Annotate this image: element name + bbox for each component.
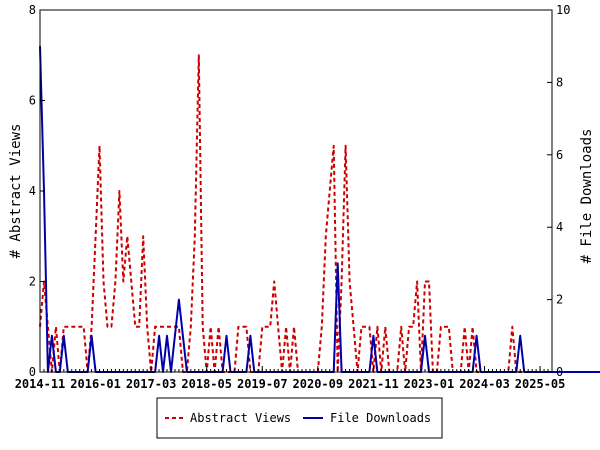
y-tick-label: 2 <box>29 275 36 289</box>
x-tick-label: 2024-03 <box>459 377 510 391</box>
y2-tick-label: 0 <box>556 365 563 379</box>
y2-tick-label: 2 <box>556 293 563 307</box>
legend-label-abstract-views: Abstract Views <box>190 411 291 425</box>
y-tick-label: 8 <box>29 3 36 17</box>
y-axis-label: # Abstract Views <box>8 124 24 259</box>
legend-label-file-downloads: File Downloads <box>330 411 431 425</box>
x-axis: 2014-11 2016-01 2017-03 2018-05 2019-07 2020-… <box>15 366 566 391</box>
x-tick-label: 2025-05 <box>515 377 566 391</box>
y2-tick-label: 10 <box>556 3 570 17</box>
x-tick-label: 2014-11 <box>15 377 66 391</box>
x-tick-label: 2016-01 <box>70 377 121 391</box>
x-tick-label: 2021-11 <box>348 377 399 391</box>
x-tick-label: 2023-01 <box>404 377 455 391</box>
legend: Abstract Views File Downloads <box>156 397 443 439</box>
y-tick-label: 4 <box>29 184 36 198</box>
x-tick-label: 2017-03 <box>126 377 177 391</box>
y2-axis-label: # File Downloads <box>579 129 595 264</box>
x-tick-label: 2018-05 <box>181 377 232 391</box>
y-tick-label: 6 <box>29 94 36 108</box>
y-tick-label: 0 <box>29 365 36 379</box>
y2-tick-label: 4 <box>556 220 563 234</box>
legend-box <box>156 397 443 439</box>
y2-tick-label: 8 <box>556 75 563 89</box>
y-axis-left: 0 2 4 6 8 <box>29 3 45 379</box>
x-tick-label: 2019-07 <box>237 377 288 391</box>
y2-tick-label: 6 <box>556 148 563 162</box>
x-tick-label: 2020-09 <box>293 377 344 391</box>
y-axis-right: 0 2 4 6 8 10 <box>547 3 570 379</box>
